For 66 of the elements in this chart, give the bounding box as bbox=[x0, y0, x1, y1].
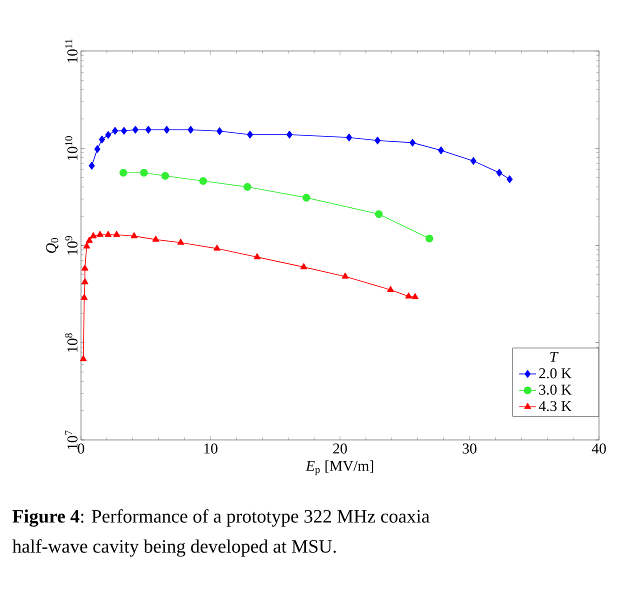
point bbox=[216, 127, 223, 135]
point bbox=[496, 168, 502, 177]
point bbox=[177, 238, 184, 245]
point bbox=[81, 264, 88, 271]
point bbox=[254, 253, 261, 260]
point bbox=[405, 292, 412, 298]
point bbox=[130, 232, 138, 238]
y-tick-label: 10$^{11}$ bbox=[65, 39, 78, 62]
point bbox=[214, 244, 220, 251]
x-tick-label: 30 bbox=[462, 443, 476, 454]
point bbox=[88, 162, 95, 170]
point bbox=[387, 286, 394, 292]
legend-title: T bbox=[550, 352, 559, 362]
point bbox=[119, 168, 128, 177]
text: Figure 4: Performance of a prototype 322 MHz coaxia bbox=[12, 509, 430, 527]
y-tick-label: 10$^{10}$ bbox=[65, 136, 78, 160]
y-tick-label: 10$^{9}$ bbox=[65, 236, 78, 254]
x-tick-label: 40 bbox=[592, 443, 606, 454]
x-tick-label: 0 bbox=[78, 443, 84, 454]
legend-label: 2.0 K bbox=[539, 368, 572, 378]
y-tick-label: 10$^{7}$ bbox=[65, 430, 78, 449]
point bbox=[80, 294, 88, 300]
point bbox=[164, 126, 170, 134]
y-axis-title: Q$_{0}$ bbox=[46, 238, 58, 253]
point bbox=[83, 242, 90, 248]
point bbox=[112, 126, 118, 135]
point bbox=[438, 146, 444, 154]
point bbox=[246, 130, 254, 139]
point bbox=[96, 230, 104, 237]
point bbox=[113, 230, 120, 237]
point bbox=[506, 175, 513, 184]
point bbox=[94, 145, 100, 153]
point bbox=[188, 126, 194, 134]
point bbox=[105, 131, 112, 139]
point bbox=[81, 278, 88, 284]
point bbox=[132, 126, 138, 134]
x-tick-label: 20 bbox=[333, 443, 347, 454]
point bbox=[374, 210, 383, 218]
point bbox=[98, 136, 105, 144]
point bbox=[152, 236, 160, 242]
point bbox=[346, 134, 352, 142]
x-axis-title: E$_{p}$ [MV/m] bbox=[306, 460, 374, 476]
point bbox=[104, 230, 112, 237]
point bbox=[244, 183, 252, 191]
point bbox=[145, 126, 152, 134]
point bbox=[342, 272, 349, 279]
point bbox=[302, 194, 310, 202]
point bbox=[374, 136, 381, 144]
text: half-wave cavity being developed at MSU. bbox=[12, 539, 336, 557]
point bbox=[425, 234, 434, 242]
y-tick-label: 10$^{8}$ bbox=[65, 333, 78, 352]
point bbox=[80, 355, 87, 362]
point bbox=[140, 168, 148, 177]
point bbox=[90, 232, 97, 238]
point bbox=[120, 126, 128, 135]
point bbox=[286, 130, 293, 139]
point bbox=[410, 138, 416, 147]
point bbox=[412, 293, 419, 300]
legend-label: 4.3 K bbox=[538, 401, 572, 412]
legend-label: 3.0 K bbox=[539, 384, 572, 395]
x-tick-label: 10 bbox=[204, 443, 218, 454]
point bbox=[470, 157, 476, 165]
point bbox=[161, 172, 170, 180]
point bbox=[300, 263, 308, 270]
point bbox=[199, 177, 208, 185]
point bbox=[86, 236, 93, 243]
